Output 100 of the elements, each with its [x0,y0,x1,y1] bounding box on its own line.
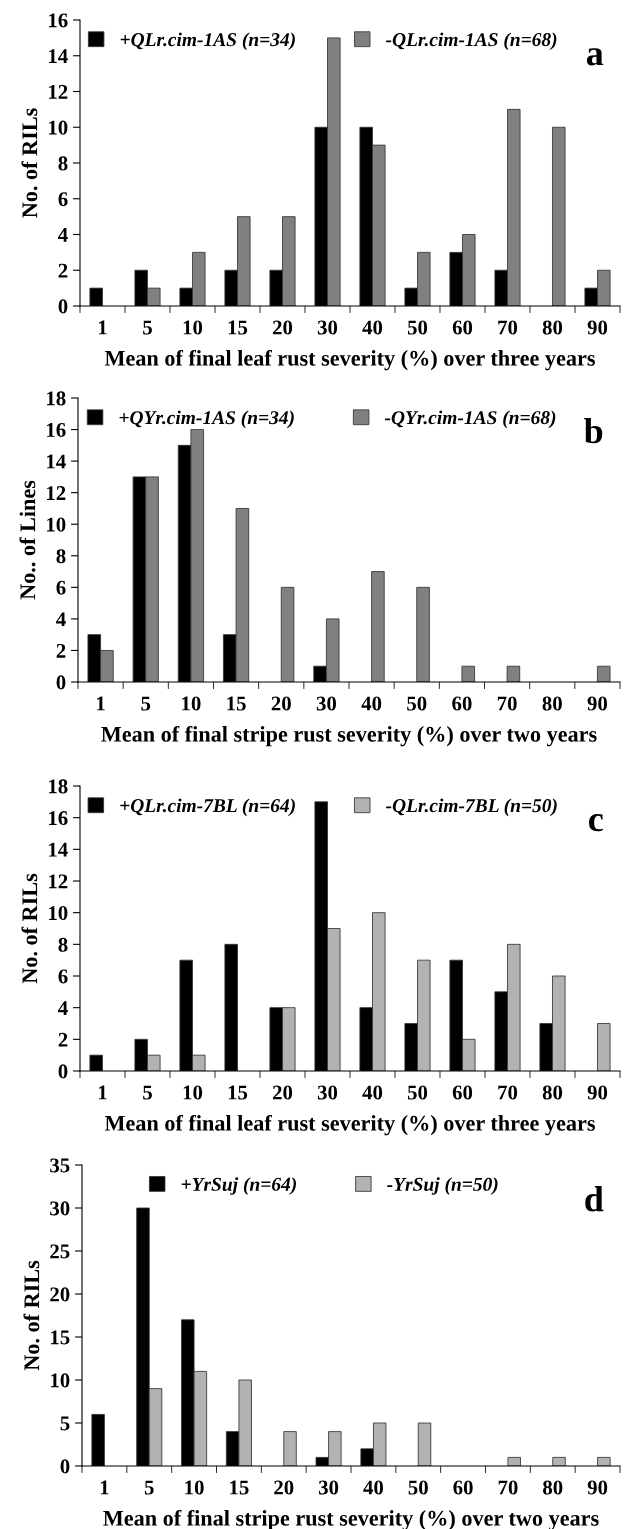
legend-label: +QYr.cim-1AS (n=34) [119,410,294,429]
bar [283,1431,297,1466]
y-tick-label: 0 [60,1459,70,1474]
y-tick-label: 2 [58,1032,68,1047]
x-tick-label: 5 [143,320,152,335]
x-tick-label: 20 [274,1480,294,1495]
y-tick-label: 14 [47,454,66,469]
x-tick-label: 10 [183,1085,203,1100]
y-tick-label: 18 [49,779,68,794]
y-tick-label: 18 [47,391,66,406]
x-tick-label: 60 [453,1480,473,1495]
x-tick-label: 70 [498,1085,518,1100]
y-tick-label: 2 [56,643,66,658]
x-tick-label: 15 [228,320,248,335]
legend-label: +QLr.cim-7BL (n=64) [120,798,295,817]
y-tick-label: 30 [50,1201,70,1216]
y-tick-label: 10 [49,906,68,921]
y-tick-label: 15 [51,1330,70,1345]
x-tick-label: 30 [317,320,338,335]
y-tick-label: 35 [50,1158,70,1173]
x-axis-title: Mean of final leaf rust severity (%) over three years [104,349,595,371]
bar [552,126,566,306]
bar [371,571,385,682]
y-tick-label: 10 [49,120,68,135]
x-tick-label: 40 [361,696,382,711]
y-tick-label: 0 [58,1064,68,1079]
x-tick-label: 90 [587,696,608,711]
annotation: a [586,48,604,66]
x-tick-label: 50 [407,1085,428,1100]
x-tick-label: 1 [100,1480,109,1495]
y-tick-label: 6 [56,580,66,595]
y-axis-title: No. of RILs [21,873,38,984]
annotation: c [589,813,603,832]
y-tick-label: 16 [49,13,68,28]
bar [280,586,295,682]
bar [507,1456,521,1466]
x-tick-label: 50 [407,320,428,335]
x-tick-label: 40 [362,1085,383,1100]
x-tick-label: 10 [185,1480,204,1495]
y-tick-label: 6 [58,192,68,207]
y-axis-title: No. of RILs [23,1260,40,1371]
legend-label: -YrSuj (n=50) [387,1177,498,1195]
y-tick-label: 8 [56,549,66,564]
y-tick-label: 16 [49,811,68,826]
y-tick-label: 5 [60,1416,70,1431]
x-tick-label: 70 [497,696,517,711]
bar [597,1456,611,1466]
x-tick-label: 90 [587,1085,608,1100]
x-axis-title: Mean of final leaf rust severity (%) over three years [104,1114,595,1136]
x-tick-label: 90 [587,320,608,335]
y-tick-label: 25 [50,1244,70,1259]
legend-label: +QLr.cim-1AS (n=34) [120,32,295,51]
legend-label: -QYr.cim-1AS (n=68) [384,410,556,429]
annotation: d [585,1186,604,1212]
bar [417,1422,432,1466]
legend-label: -QLr.cim-7BL (n=50) [385,798,557,817]
y-tick-label: 10 [51,1373,70,1388]
x-tick-label: 20 [272,320,293,335]
y-tick-label: 10 [47,517,66,532]
y-tick-label: 6 [58,969,68,984]
x-tick-label: 60 [452,320,473,335]
x-tick-label: 30 [318,1480,339,1495]
x-tick-label: 70 [498,320,518,335]
y-tick-label: 12 [49,84,68,99]
x-tick-label: 5 [143,1085,152,1100]
y-axis-title: No. of RILs [21,108,38,218]
x-tick-label: 1 [98,320,107,335]
x-tick-label: 90 [587,1480,608,1495]
y-tick-label: 14 [49,49,68,63]
bar [552,1456,566,1466]
y-tick-label: 20 [50,1287,70,1302]
y-tick-label: 14 [49,842,68,857]
y-tick-label: 12 [49,874,68,889]
y-tick-label: 12 [47,486,66,500]
x-tick-label: 10 [183,320,203,335]
y-tick-label: 16 [47,422,66,437]
x-tick-label: 80 [542,696,562,711]
y-axis-title: No.. of Lines [19,480,36,600]
x-tick-label: 15 [228,1085,248,1100]
x-tick-label: 10 [182,696,201,711]
y-tick-label: 2 [58,263,68,278]
y-tick-label: 8 [58,156,68,171]
y-tick-label: 0 [58,299,68,314]
x-tick-label: 80 [542,320,563,335]
x-tick-label: 15 [227,696,246,711]
legend-label: -QLr.cim-1AS (n=68) [385,32,557,51]
x-tick-label: 15 [230,1480,249,1495]
x-tick-label: 60 [452,696,472,711]
x-tick-label: 5 [144,1480,154,1495]
x-tick-label: 50 [408,1480,428,1495]
x-tick-label: 30 [317,1085,338,1100]
x-axis-title: Mean of final stripe rust severity (%) over two years [101,725,597,747]
y-tick-label: 4 [58,1001,68,1015]
x-tick-label: 20 [271,696,291,711]
x-tick-label: 5 [141,696,151,711]
annotation: b [584,417,603,444]
x-tick-label: 50 [407,696,427,711]
x-tick-label: 30 [316,696,337,711]
bar [597,1023,611,1071]
x-tick-label: 1 [98,1085,107,1100]
